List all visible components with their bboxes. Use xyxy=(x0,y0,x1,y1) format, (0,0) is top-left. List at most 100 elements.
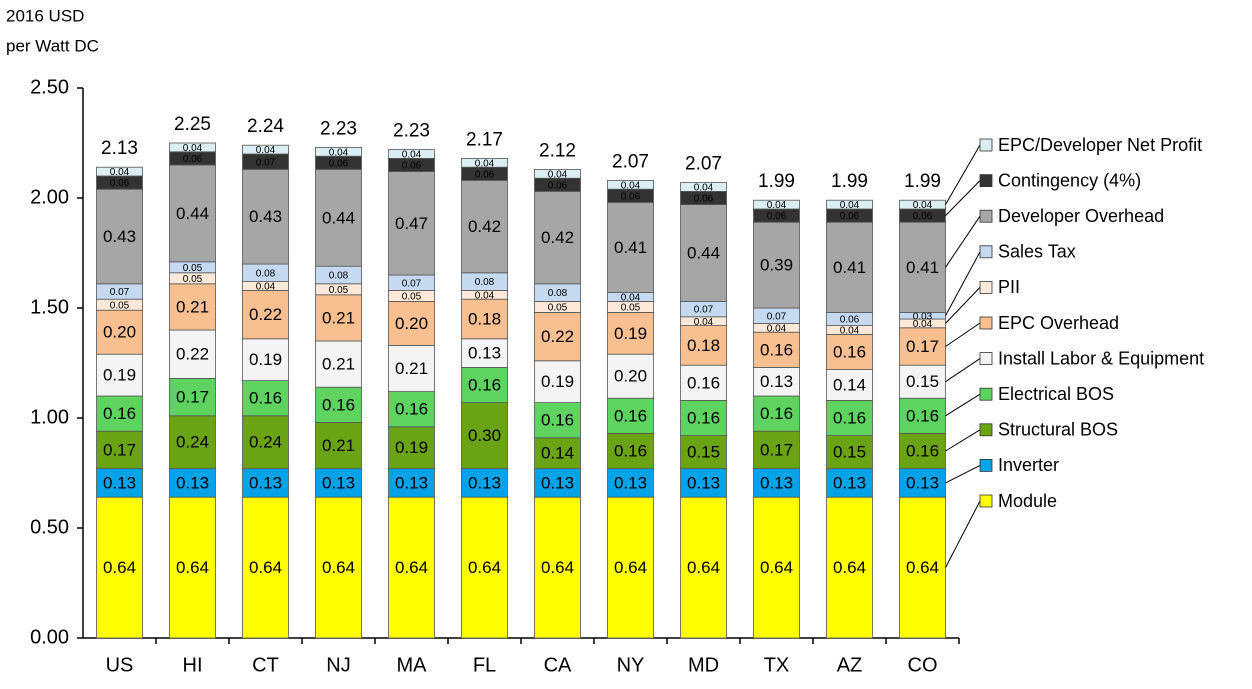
data-label: 0.13 xyxy=(614,473,647,492)
x-tick-label: FL xyxy=(473,654,496,676)
data-label: 0.06 xyxy=(110,178,130,189)
bar-segment xyxy=(96,309,143,355)
bar-segment xyxy=(315,340,362,388)
total-label: 2.07 xyxy=(612,151,649,172)
y-tick-label: 2.00 xyxy=(30,186,69,208)
data-label: 0.64 xyxy=(760,558,793,577)
y-tick-label: 1.00 xyxy=(30,406,69,428)
data-label: 0.13 xyxy=(760,473,793,492)
data-label: 0.24 xyxy=(249,433,282,452)
legend-swatch xyxy=(979,458,993,472)
legend-swatch xyxy=(979,280,993,294)
bar-segment xyxy=(315,168,362,267)
legend-swatch xyxy=(979,316,993,330)
bar-segment xyxy=(169,142,216,153)
x-tick-label: NY xyxy=(617,654,645,676)
data-label: 0.44 xyxy=(322,208,355,227)
bar-segment xyxy=(899,397,946,434)
data-label: 0.17 xyxy=(176,388,209,407)
data-label: 0.04 xyxy=(548,169,568,180)
bar-segment xyxy=(461,298,508,340)
bar-segment xyxy=(388,426,435,469)
y-tick-label: 0.50 xyxy=(30,516,69,538)
legend-leader xyxy=(945,393,981,417)
data-label: 0.16 xyxy=(906,406,939,425)
bar-segment xyxy=(607,468,654,498)
x-tick-label: TX xyxy=(764,654,790,676)
total-label: 1.99 xyxy=(904,171,941,192)
bar-segment xyxy=(461,157,508,168)
data-label: 0.16 xyxy=(906,441,939,460)
bar-segment xyxy=(388,468,435,498)
data-label: 0.05 xyxy=(110,300,130,311)
data-label: 0.05 xyxy=(548,303,568,314)
bar-segment xyxy=(753,430,800,470)
data-label: 0.18 xyxy=(468,309,501,328)
data-label: 0.05 xyxy=(183,263,203,274)
total-label: 1.99 xyxy=(758,171,795,192)
data-label: 0.13 xyxy=(760,372,793,391)
bar-segment xyxy=(826,399,873,436)
legend-label: Electrical BOS xyxy=(998,384,1114,404)
bar-segment xyxy=(680,182,727,192)
bar-segment xyxy=(169,329,216,379)
data-label: 0.05 xyxy=(402,292,422,303)
legend-leader xyxy=(945,429,981,452)
x-tick-label: HI xyxy=(183,654,203,676)
data-label: 0.04 xyxy=(913,200,933,211)
legend-leader xyxy=(945,251,981,316)
x-tick-label: MD xyxy=(688,654,719,676)
bar-segment xyxy=(315,496,362,639)
data-label: 0.04 xyxy=(621,293,641,304)
data-label: 0.20 xyxy=(103,323,136,342)
total-label: 2.13 xyxy=(101,138,138,159)
x-tick-label: MA xyxy=(397,654,428,676)
data-label: 0.06 xyxy=(840,315,860,326)
data-label: 0.04 xyxy=(621,180,641,191)
data-label: 0.04 xyxy=(840,326,860,337)
data-label: 0.64 xyxy=(541,558,574,577)
bar-segment xyxy=(680,204,727,302)
legend-label: Contingency (4%) xyxy=(998,170,1141,190)
data-label: 0.19 xyxy=(614,324,647,343)
data-label: 0.04 xyxy=(256,145,276,156)
data-label: 0.04 xyxy=(110,167,130,178)
data-label: 0.16 xyxy=(687,373,720,392)
bar-segment xyxy=(242,338,289,381)
bar-segment xyxy=(607,179,654,190)
bar-segment xyxy=(96,395,143,432)
bar-segment xyxy=(461,468,508,498)
data-label: 0.14 xyxy=(541,444,574,463)
legend-leader xyxy=(945,358,981,383)
data-label: 0.13 xyxy=(541,473,574,492)
legend-swatch xyxy=(979,209,993,223)
data-label: 0.19 xyxy=(103,366,136,385)
bar-segment xyxy=(753,366,800,397)
legend-leader xyxy=(945,144,981,205)
data-label: 0.16 xyxy=(322,395,355,414)
data-label: 0.16 xyxy=(833,342,866,361)
data-label: 0.07 xyxy=(256,157,276,168)
bar-segment xyxy=(169,164,216,263)
data-label: 0.16 xyxy=(249,389,282,408)
data-label: 0.19 xyxy=(249,350,282,369)
legend-label: Module xyxy=(998,491,1057,511)
total-label: 2.23 xyxy=(320,118,357,139)
bar-segment xyxy=(680,325,727,366)
bar-segment xyxy=(826,221,873,313)
data-label: 0.04 xyxy=(840,200,860,211)
data-label: 0.13 xyxy=(176,473,209,492)
data-label: 0.06 xyxy=(475,169,495,180)
data-label: 0.64 xyxy=(322,558,355,577)
bar-segment xyxy=(753,468,800,498)
data-label: 0.18 xyxy=(687,336,720,355)
bar-segment xyxy=(242,380,289,417)
bar-segment xyxy=(169,377,216,417)
data-label: 0.06 xyxy=(767,211,787,222)
data-label: 0.04 xyxy=(475,290,495,301)
bar-segment xyxy=(96,353,143,397)
x-tick-label: CT xyxy=(252,654,279,676)
bar-segment xyxy=(169,496,216,639)
legend-swatch xyxy=(979,494,993,508)
